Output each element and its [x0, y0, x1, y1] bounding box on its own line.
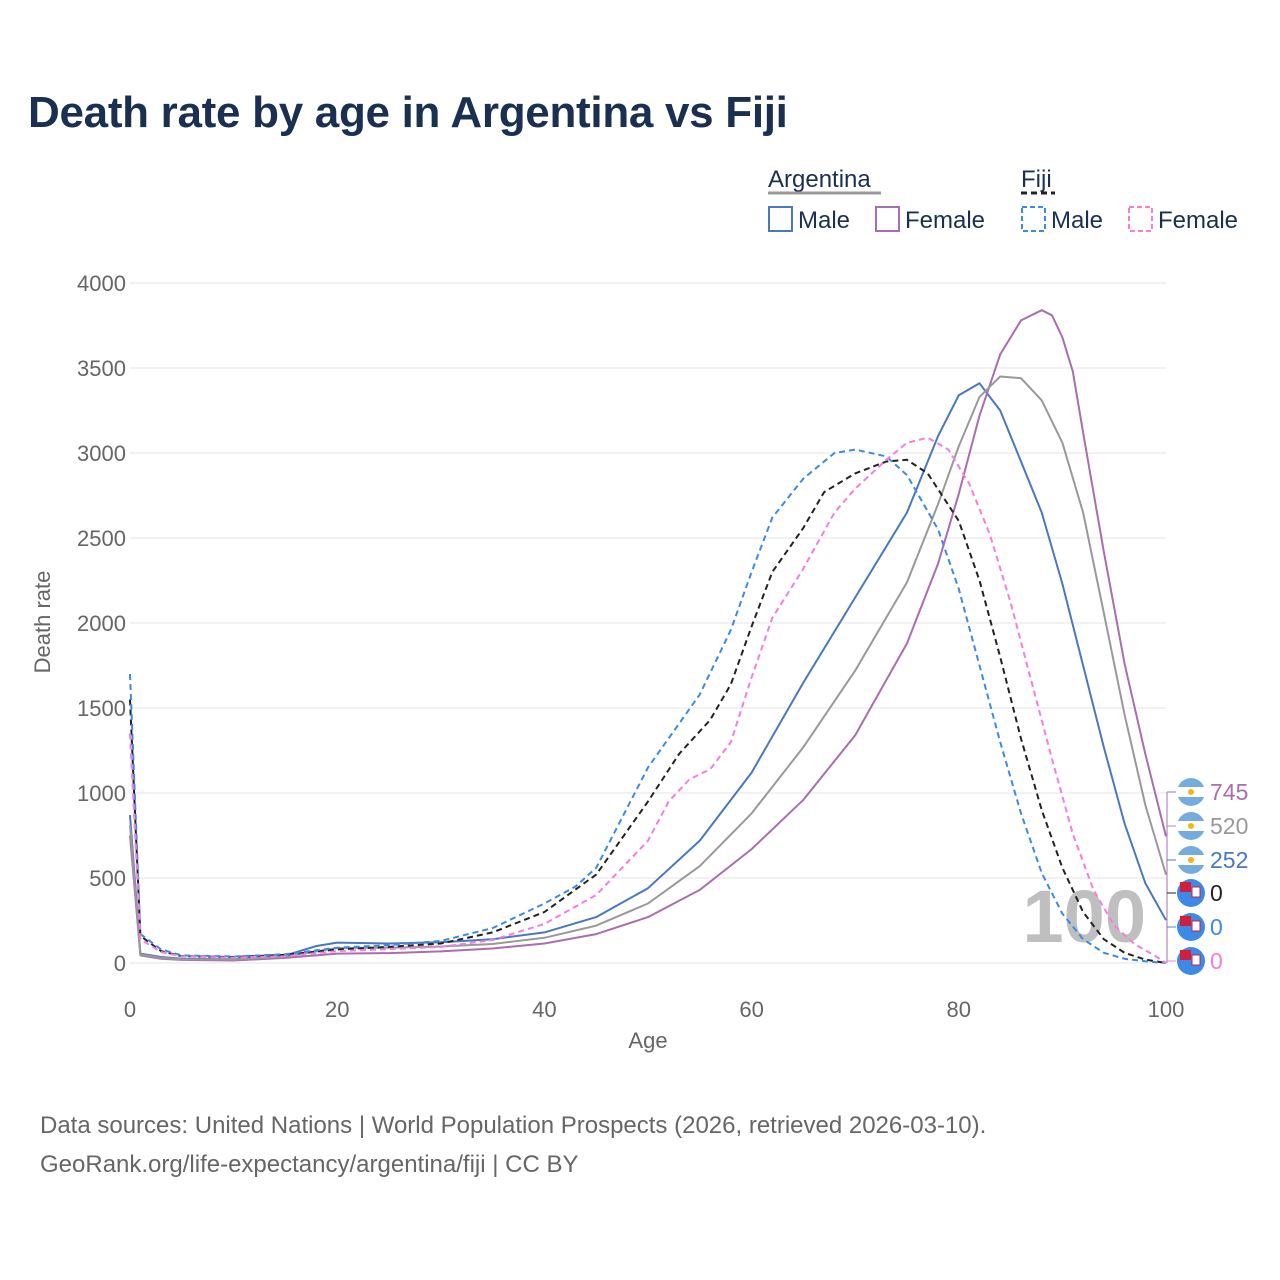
end-labels: 745 520 252 0 0 0: [1166, 778, 1248, 975]
y-tick-label: 2000: [77, 611, 126, 636]
flag-canton: [1180, 916, 1191, 926]
argentina-flag-icon: [1177, 778, 1205, 806]
flag-canton: [1180, 882, 1191, 892]
x-tick-label: 100: [1148, 997, 1185, 1022]
series-line-fiji: [129, 458, 1167, 964]
source-line: Data sources: United Nations | World Pop…: [40, 1112, 987, 1139]
y-tick-label: 0: [114, 951, 126, 976]
year-watermark: 100: [1023, 875, 1146, 958]
legend-item-label: Female: [905, 207, 985, 234]
flag-shield: [1191, 886, 1201, 898]
legend-swatch: [768, 206, 793, 232]
fiji-flag-icon: [1177, 913, 1205, 941]
legend-item-label: Male: [798, 207, 850, 234]
series-line-fiji-female: [129, 436, 1167, 964]
y-tick-label: 3000: [77, 441, 126, 466]
legend-swatch: [875, 206, 900, 232]
end-label-value: 0: [1210, 948, 1223, 974]
flag-sun: [1188, 789, 1194, 795]
end-label-value: 745: [1210, 779, 1248, 805]
legend-swatch: [1021, 206, 1046, 232]
x-tick-label: 0: [124, 997, 136, 1022]
series-line-argentina-female: [129, 309, 1167, 962]
source-note: Data sources: United Nations | World Pop…: [40, 1106, 986, 1184]
flag-canton: [1180, 950, 1191, 960]
argentina-flag-icon: [1177, 812, 1205, 840]
page-title: Death rate by age in Argentina vs Fiji: [28, 88, 788, 137]
y-tick-label: 1000: [77, 781, 126, 806]
flag-shield: [1191, 920, 1201, 932]
series-line-argentina-male: [129, 382, 1167, 961]
legend-swatch: [1128, 206, 1153, 232]
end-label-value: 252: [1210, 847, 1248, 873]
x-tick-label: 40: [532, 997, 556, 1022]
end-label-value: 520: [1210, 813, 1248, 839]
x-axis-label: Age: [628, 1028, 667, 1053]
series-group: [129, 309, 1167, 964]
x-tick-label: 60: [739, 997, 763, 1022]
legend-country: Fiji: [1021, 166, 1052, 193]
y-tick-label: 4000: [77, 271, 126, 296]
argentina-flag-icon: [1177, 846, 1205, 874]
source-url: GeoRank.org/life-expectancy/argentina/fi…: [40, 1151, 579, 1178]
flag-shield: [1191, 954, 1201, 966]
x-axis: 0 20 40 60 80 100: [124, 997, 1184, 1022]
end-label-value: 0: [1210, 914, 1223, 940]
flag-sun: [1188, 823, 1194, 829]
y-tick-label: 500: [89, 866, 126, 891]
series-line-argentina: [129, 375, 1167, 961]
y-axis: 0 500 1000 1500 2000 2500 3000 3500 4000: [77, 271, 126, 976]
series-line-fiji-male: [129, 448, 1167, 964]
fiji-flag-icon: [1177, 879, 1205, 907]
y-axis-label: Death rate: [30, 571, 55, 674]
y-tick-label: 2500: [77, 526, 126, 551]
x-tick-label: 80: [947, 997, 971, 1022]
fiji-flag-icon: [1177, 947, 1205, 975]
end-label-value: 0: [1210, 880, 1223, 906]
flag-sun: [1188, 857, 1194, 863]
legend: Argentina Male Female Fiji Male Female: [768, 166, 1238, 234]
y-tick-label: 1500: [77, 696, 126, 721]
legend-country: Argentina: [768, 166, 871, 193]
legend-item-label: Female: [1158, 207, 1238, 234]
grid: [130, 282, 1166, 964]
x-tick-label: 20: [325, 997, 349, 1022]
y-tick-label: 3500: [77, 356, 126, 381]
legend-item-label: Male: [1051, 207, 1103, 234]
